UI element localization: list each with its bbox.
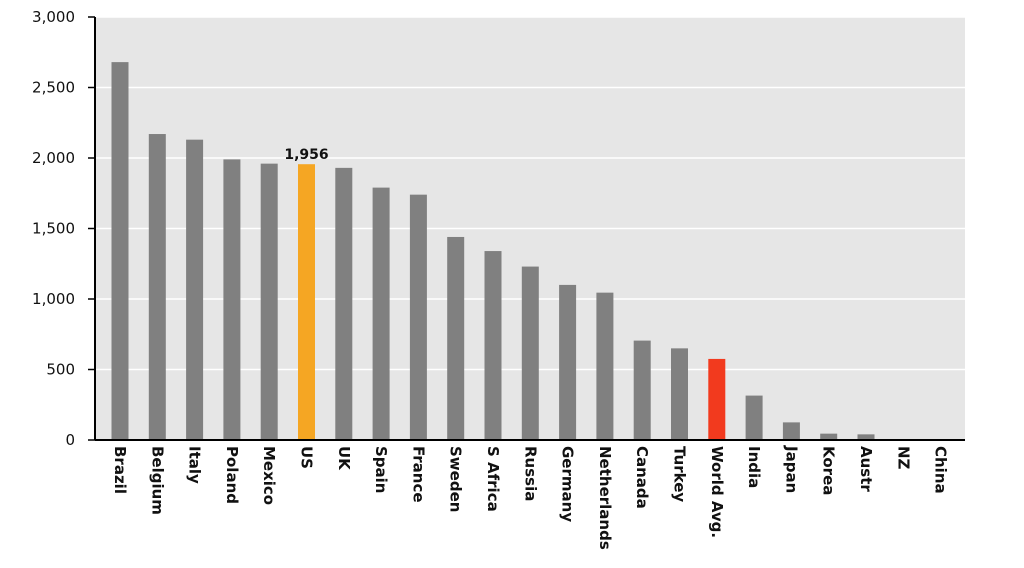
bar-us xyxy=(298,164,315,441)
bar-brazil xyxy=(111,62,129,441)
y-tick-label: 2,500 xyxy=(32,79,75,97)
bar-germany xyxy=(559,284,577,440)
bar-uk xyxy=(335,167,353,440)
x-category-label: S Africa xyxy=(484,446,502,512)
x-category-label: Mexico xyxy=(260,446,278,505)
y-tick-label: 3,000 xyxy=(32,8,75,26)
data-labels: 1,956 xyxy=(284,147,328,163)
bar-japan xyxy=(782,422,800,440)
data-label: 1,956 xyxy=(284,147,328,163)
x-category-label: Poland xyxy=(223,446,241,504)
x-category-label: Germany xyxy=(559,446,577,522)
bar-belgium xyxy=(148,134,166,440)
bar-italy xyxy=(186,139,204,441)
x-category-label: Canada xyxy=(633,446,651,509)
bar-turkey xyxy=(671,348,688,440)
y-tick-label: 1,500 xyxy=(32,220,75,238)
bar-austr xyxy=(857,434,875,440)
x-category-label: UK xyxy=(335,446,353,471)
x-category-label: NZ xyxy=(894,446,912,470)
x-category-label: World Avg. xyxy=(708,446,726,538)
x-category-label: Turkey xyxy=(671,446,689,502)
y-tick-label: 1,000 xyxy=(32,290,75,308)
y-tick-label: 500 xyxy=(46,361,75,379)
bar-russia xyxy=(521,266,539,440)
x-category-label: Spain xyxy=(372,446,390,493)
x-category-label: Japan xyxy=(782,445,800,493)
x-category-label: Sweden xyxy=(447,446,465,512)
bar-france xyxy=(409,194,427,440)
x-category-label: Netherlands xyxy=(596,446,614,550)
bars xyxy=(111,62,875,441)
y-tick-label: 2,000 xyxy=(32,149,75,167)
x-category-label: India xyxy=(745,446,763,488)
bar-korea xyxy=(820,433,838,440)
x-category-label: Brazil xyxy=(111,446,129,494)
x-axis-categories: Brazil Belgium Italy Poland Mexico US UK Spain F… xyxy=(111,445,950,550)
x-category-label: France xyxy=(409,446,427,503)
bar-canada xyxy=(633,340,651,440)
y-tick-label: 0 xyxy=(65,431,75,449)
x-category-label: China xyxy=(932,446,950,494)
bar-s-africa xyxy=(484,251,502,440)
bar-india xyxy=(745,395,763,440)
bar-poland xyxy=(223,159,241,440)
bar-world-avg xyxy=(708,358,726,440)
x-category-label: US xyxy=(298,446,316,469)
x-category-label: Belgium xyxy=(148,446,166,515)
bar-spain xyxy=(372,187,390,440)
x-category-label: Korea xyxy=(820,446,838,495)
bar-sweden xyxy=(447,236,465,440)
y-axis-ticks: 0 500 1,000 1,500 2,000 2,500 3,000 xyxy=(32,8,95,449)
bar-netherlands xyxy=(596,292,614,440)
bar-mexico xyxy=(260,163,278,440)
x-category-label: Italy xyxy=(186,446,204,484)
x-category-label: Austr xyxy=(857,446,875,492)
x-category-label: Russia xyxy=(521,446,539,501)
